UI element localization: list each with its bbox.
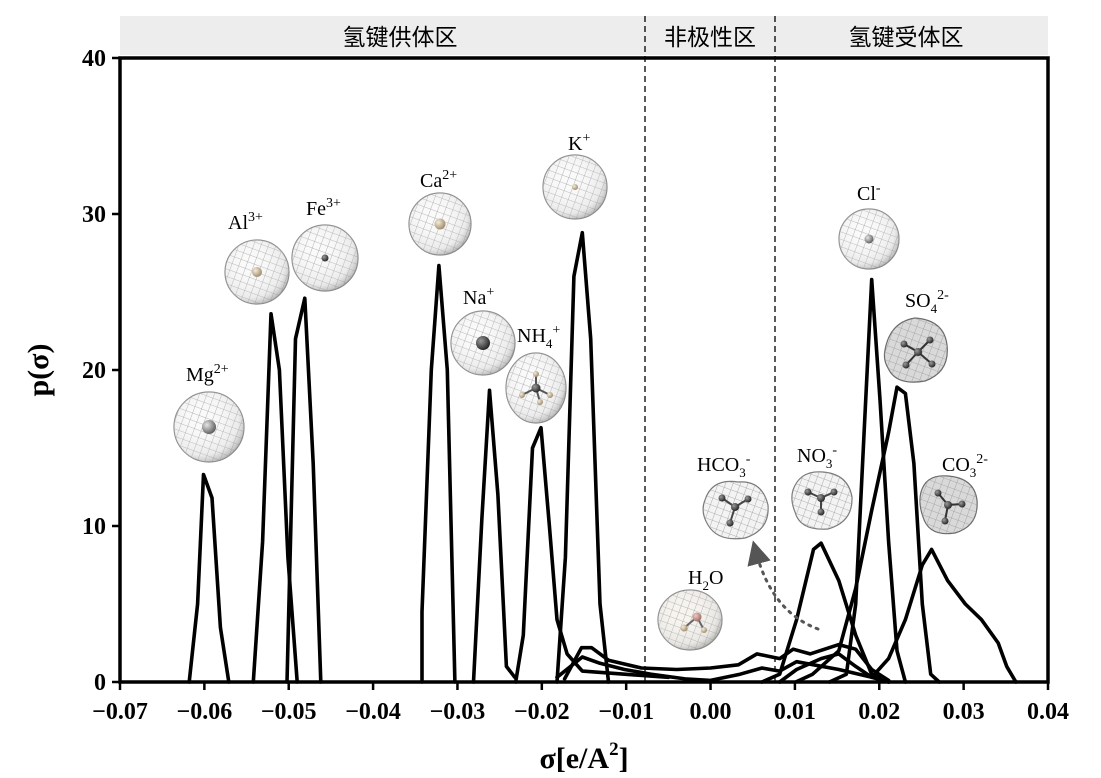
series-line-so42 [793, 385, 942, 684]
ion-label-cl: Cl- [857, 181, 881, 205]
x-tick-label: 0.04 [1027, 699, 1069, 725]
y-axis: 0 10 20 30 40 [82, 46, 120, 696]
region-label-donor: 氢键供体区 [343, 25, 458, 51]
molecule-fe-illustration [291, 224, 359, 292]
x-tick-label: 0.02 [858, 699, 900, 725]
molecule-co3-illustration [919, 475, 978, 535]
x-axis-title: σ[e/A2] [539, 739, 628, 775]
series-line-h2o [562, 642, 891, 683]
ion-label-mg: Mg2+ [186, 362, 229, 386]
y-tick-label: 30 [82, 202, 106, 228]
series-line-ca2 [420, 263, 457, 684]
y-tick-label: 40 [82, 46, 106, 72]
x-tick-label: 0.03 [943, 699, 985, 725]
ion-label-ca: Ca2+ [420, 168, 457, 192]
ion-label-so4: SO42- [905, 288, 949, 316]
ion-label-h2o: H2O [688, 567, 723, 593]
molecule-hco3-illustration [702, 480, 769, 540]
x-axis: −0.07 −0.06 −0.05 −0.04 −0.03 −0.02 −0.01 0.00 0… [92, 682, 1069, 725]
x-tick-label: −0.02 [514, 699, 570, 725]
x-tick-label: 0.01 [774, 699, 816, 725]
molecule-cl-illustration [838, 208, 900, 270]
ion-label-al: Al3+ [228, 210, 263, 234]
ion-label-na: Na+ [463, 285, 494, 309]
x-tick-label: −0.03 [430, 699, 486, 725]
molecule-na-illustration [450, 310, 516, 376]
y-tick-label: 0 [94, 670, 106, 696]
ion-label-hco3: HCO3- [697, 452, 751, 480]
ion-label-nh4: NH4+ [517, 323, 560, 351]
molecule-no3-illustration [791, 471, 853, 530]
series-line-cl [827, 277, 908, 684]
x-tick-label: −0.06 [177, 699, 233, 725]
molecule-mg-illustration [173, 391, 245, 463]
y-tick-label: 10 [82, 514, 106, 540]
x-tick-label: −0.01 [598, 699, 654, 725]
y-axis-title: p(σ) [22, 344, 55, 397]
series-line-nh4 [513, 425, 671, 684]
molecule-so4-illustration [883, 317, 948, 383]
series-lines [187, 230, 1018, 684]
series-line-no3 [760, 541, 891, 684]
region-label-nonpolar: 非极性区 [664, 25, 756, 51]
ion-label-no3: NO3- [797, 443, 837, 471]
series-line-na [471, 388, 517, 684]
x-tick-label: −0.04 [345, 699, 401, 725]
ion-label-co3: CO32- [942, 452, 988, 480]
x-tick-label: −0.05 [261, 699, 317, 725]
x-tick-label: −0.07 [92, 699, 148, 725]
series-line-fe3 [285, 296, 323, 684]
molecule-h2o-illustration [657, 589, 723, 651]
series-line-mg2 [187, 472, 231, 684]
molecule-nh4-illustration [505, 352, 567, 424]
y-tick-label: 20 [82, 358, 106, 384]
dotted-arrow [747, 540, 820, 631]
series-line-co32 [777, 547, 1018, 684]
series-line-k [555, 230, 611, 684]
molecule-al-illustration [224, 239, 290, 305]
region-label-acceptor: 氢键受体区 [849, 25, 964, 51]
ion-label-k: K+ [568, 131, 590, 155]
molecule-ca-illustration [408, 192, 472, 256]
x-tick-label: 0.00 [690, 699, 732, 725]
region-header-band [120, 16, 1048, 55]
series-line-hco3 [555, 655, 891, 684]
molecule-k-illustration [542, 154, 608, 220]
ion-label-fe: Fe3+ [306, 196, 341, 220]
